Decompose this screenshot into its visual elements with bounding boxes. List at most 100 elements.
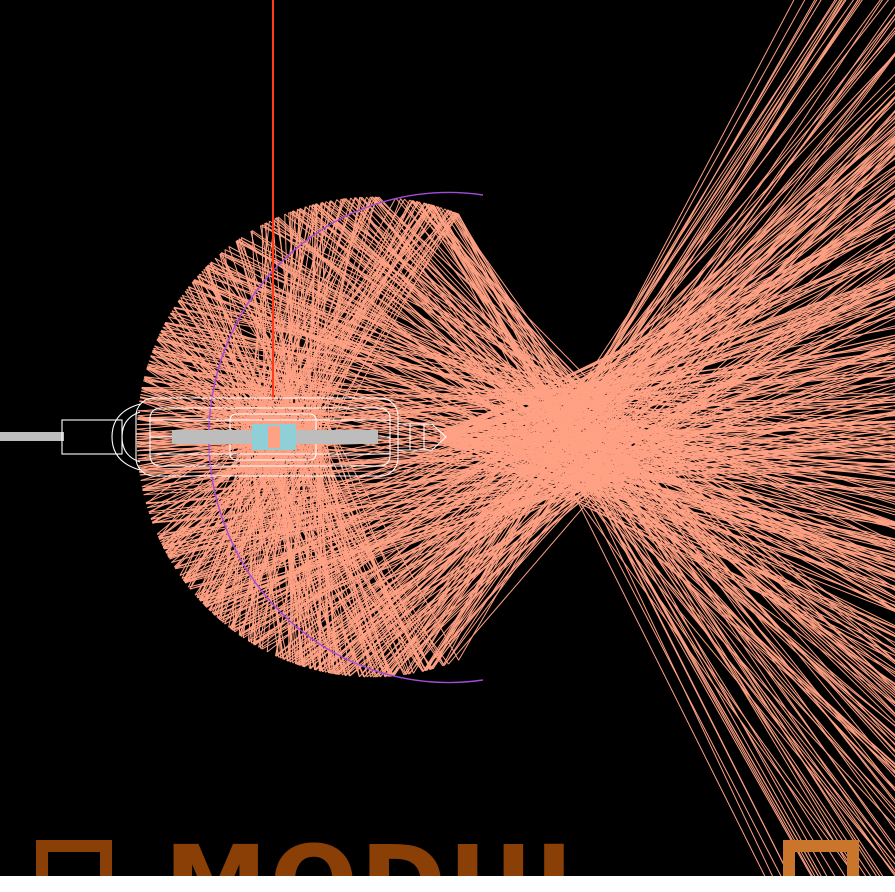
ray <box>299 208 895 736</box>
ray <box>162 326 895 477</box>
ray <box>250 445 267 644</box>
ray <box>289 275 895 663</box>
ray <box>320 202 895 654</box>
ray <box>278 421 291 663</box>
ray <box>439 437 895 494</box>
ray <box>281 208 301 451</box>
ray <box>447 209 831 892</box>
ray <box>151 437 292 523</box>
ray <box>439 434 895 526</box>
ray <box>160 330 312 440</box>
ray <box>137 443 259 456</box>
ray <box>439 436 895 440</box>
ray-bundle <box>136 0 895 892</box>
ray <box>439 440 895 579</box>
ray <box>439 435 895 566</box>
ray <box>439 224 895 435</box>
ray <box>439 339 895 440</box>
ray <box>442 0 795 667</box>
ray <box>417 201 882 892</box>
ray <box>439 250 895 433</box>
ray <box>229 352 895 629</box>
ray <box>439 364 895 436</box>
ray <box>439 303 895 440</box>
ray <box>246 220 270 437</box>
ray <box>439 440 895 587</box>
ray <box>278 202 425 441</box>
ray <box>140 393 288 428</box>
ray <box>439 438 895 470</box>
ray <box>204 246 895 606</box>
ray <box>310 53 895 670</box>
ray <box>355 197 895 792</box>
ray <box>439 348 895 434</box>
ray <box>243 196 373 423</box>
ray <box>260 197 357 433</box>
ray <box>298 427 301 666</box>
ray <box>345 90 895 676</box>
ray <box>230 250 895 630</box>
ray <box>432 204 829 892</box>
ray <box>137 424 250 426</box>
ray <box>439 256 895 435</box>
ray <box>439 437 895 483</box>
ray <box>182 445 296 581</box>
ray <box>380 0 855 678</box>
lamp-core-hotspot <box>268 426 280 448</box>
ray <box>439 291 895 441</box>
ray <box>319 422 321 672</box>
ray <box>422 0 843 672</box>
lamp-end-cap <box>111 403 141 471</box>
ray <box>330 200 895 694</box>
ray <box>198 273 276 427</box>
ray <box>409 0 861 675</box>
ray <box>451 210 895 832</box>
ray <box>261 423 293 650</box>
ray <box>252 436 305 645</box>
ray <box>288 212 895 598</box>
ray <box>202 434 269 605</box>
ray <box>241 202 322 440</box>
ray <box>150 355 895 559</box>
ray <box>256 201 420 440</box>
ray <box>147 445 300 509</box>
ray <box>439 227 895 436</box>
ray <box>375 196 895 819</box>
ray <box>257 445 324 672</box>
ray <box>428 203 895 773</box>
ray <box>199 446 259 601</box>
ray <box>232 431 243 631</box>
ray <box>439 433 895 628</box>
ray <box>439 434 895 444</box>
ray <box>293 204 434 429</box>
ray <box>234 420 246 632</box>
ray <box>320 130 895 672</box>
lamp-assembly <box>0 397 447 477</box>
ray <box>302 449 312 669</box>
ray <box>158 428 895 539</box>
ray <box>285 450 294 664</box>
ray <box>276 217 895 765</box>
ray <box>245 208 446 434</box>
ray <box>439 433 895 661</box>
ray <box>439 433 895 524</box>
ray <box>439 435 895 657</box>
ray <box>162 326 323 430</box>
ray <box>160 447 325 542</box>
ray <box>439 278 895 439</box>
ray <box>430 97 895 670</box>
ray <box>230 431 318 630</box>
ray <box>439 428 895 436</box>
ray <box>150 355 267 435</box>
ray <box>316 203 895 775</box>
ray <box>191 282 267 421</box>
ray <box>178 300 895 503</box>
ray <box>318 449 424 672</box>
ray <box>322 95 895 673</box>
lamp-tip <box>397 423 447 451</box>
ray <box>354 197 868 892</box>
ray <box>276 200 331 445</box>
ray <box>269 220 895 663</box>
ray <box>188 413 895 588</box>
